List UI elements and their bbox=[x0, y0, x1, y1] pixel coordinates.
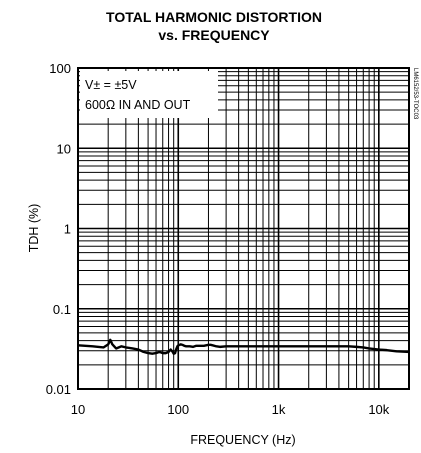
figure-code: LM6152/53-TOC03 bbox=[412, 68, 418, 120]
annotation-supply: V± = ±5V bbox=[85, 78, 137, 92]
x-tick-label: 10 bbox=[71, 402, 85, 417]
y-tick-label: 100 bbox=[49, 61, 71, 76]
annotation-box bbox=[80, 71, 218, 118]
x-tick-label: 100 bbox=[167, 402, 189, 417]
x-tick-labels: 10 100 1k 10k bbox=[71, 402, 390, 417]
y-tick-label: 10 bbox=[57, 141, 71, 156]
plot-frame bbox=[77, 67, 410, 390]
x-axis-label: FREQUENCY (Hz) bbox=[190, 433, 295, 447]
x-tick-label: 10k bbox=[368, 402, 389, 417]
y-axis-label: TDH (%) bbox=[27, 204, 41, 253]
chart-subtitle: vs. FREQUENCY bbox=[158, 27, 270, 43]
y-tick-label: 0.1 bbox=[53, 302, 71, 317]
y-tick-labels: 100 10 1 0.1 0.01 bbox=[46, 61, 71, 397]
annotation-load: 600Ω IN AND OUT bbox=[85, 98, 191, 112]
y-tick-label: 0.01 bbox=[46, 382, 71, 397]
x-tick-label: 1k bbox=[272, 402, 286, 417]
chart-title: TOTAL HARMONIC DISTORTION bbox=[106, 9, 322, 25]
y-tick-label: 1 bbox=[64, 222, 71, 237]
series-line bbox=[77, 338, 410, 355]
